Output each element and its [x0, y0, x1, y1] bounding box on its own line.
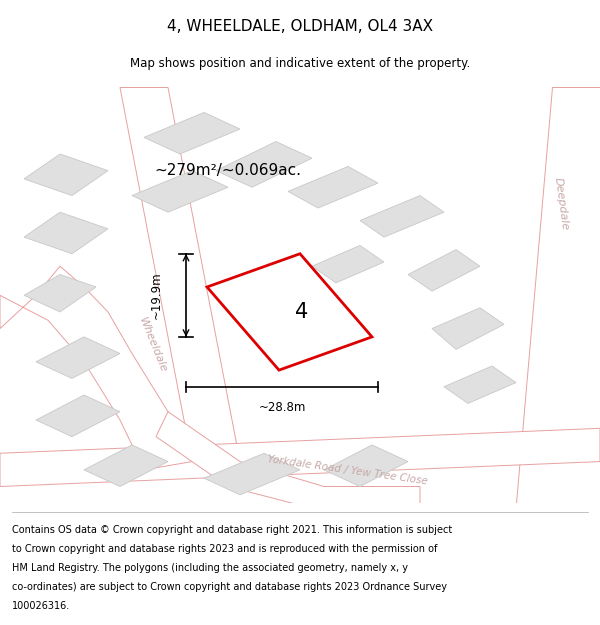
Polygon shape	[312, 246, 384, 283]
Polygon shape	[228, 271, 300, 312]
Text: HM Land Registry. The polygons (including the associated geometry, namely x, y: HM Land Registry. The polygons (includin…	[12, 563, 408, 573]
Text: Map shows position and indicative extent of the property.: Map shows position and indicative extent…	[130, 56, 470, 69]
Polygon shape	[204, 453, 300, 495]
Polygon shape	[432, 308, 504, 349]
Polygon shape	[24, 212, 108, 254]
Polygon shape	[0, 266, 192, 470]
Polygon shape	[120, 88, 240, 461]
Polygon shape	[360, 196, 444, 237]
Polygon shape	[84, 445, 168, 486]
Text: co-ordinates) are subject to Crown copyright and database rights 2023 Ordnance S: co-ordinates) are subject to Crown copyr…	[12, 582, 447, 592]
Text: Contains OS data © Crown copyright and database right 2021. This information is : Contains OS data © Crown copyright and d…	[12, 525, 452, 535]
Text: ~279m²/~0.069ac.: ~279m²/~0.069ac.	[155, 163, 302, 178]
Text: Wheeldale: Wheeldale	[137, 316, 169, 374]
Text: ~28.8m: ~28.8m	[259, 401, 305, 414]
Text: Deepdale: Deepdale	[553, 177, 569, 231]
Polygon shape	[36, 337, 120, 378]
Polygon shape	[36, 395, 120, 437]
Polygon shape	[288, 166, 378, 208]
Polygon shape	[24, 154, 108, 196]
Polygon shape	[0, 428, 600, 486]
Polygon shape	[24, 274, 96, 312]
Polygon shape	[516, 88, 600, 503]
Polygon shape	[144, 112, 240, 154]
Text: 4: 4	[295, 302, 308, 322]
Text: 100026316.: 100026316.	[12, 601, 70, 611]
Polygon shape	[207, 254, 372, 370]
Polygon shape	[216, 141, 312, 188]
Text: Yorkdale Road / Yew Tree Close: Yorkdale Road / Yew Tree Close	[268, 454, 428, 486]
Polygon shape	[156, 412, 420, 511]
Polygon shape	[132, 171, 228, 212]
Polygon shape	[408, 249, 480, 291]
Text: to Crown copyright and database rights 2023 and is reproduced with the permissio: to Crown copyright and database rights 2…	[12, 544, 437, 554]
Polygon shape	[444, 366, 516, 403]
Polygon shape	[324, 445, 408, 486]
Text: ~19.9m: ~19.9m	[149, 271, 163, 319]
Text: 4, WHEELDALE, OLDHAM, OL4 3AX: 4, WHEELDALE, OLDHAM, OL4 3AX	[167, 19, 433, 34]
